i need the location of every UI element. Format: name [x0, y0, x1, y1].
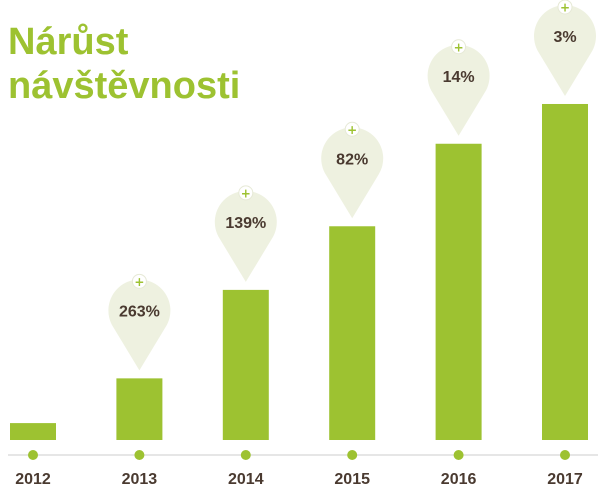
tick-label-2015: 2015 — [334, 471, 370, 488]
growth-label-2016: 14% — [443, 69, 475, 86]
plus-sign-2016: + — [454, 40, 464, 54]
bar-2016 — [435, 143, 482, 441]
growth-bubble-2015 — [321, 127, 384, 219]
growth-bubble-2017 — [534, 5, 597, 96]
plus-sign-2015: + — [347, 123, 357, 137]
bar-2012 — [10, 423, 56, 440]
bar-2014 — [222, 289, 269, 440]
tick-label-2017: 2017 — [547, 471, 583, 488]
growth-bubble-2016 — [427, 44, 490, 136]
axis-dot-2017 — [560, 450, 570, 460]
growth-bubble-2013 — [108, 279, 171, 371]
growth-label-2015: 82% — [336, 151, 368, 168]
axis-dot-2012 — [28, 450, 38, 460]
bar-2017 — [542, 103, 588, 441]
plus-sign-2013: + — [134, 275, 144, 289]
tick-label-2014: 2014 — [228, 471, 264, 488]
chart-title: Nárůst návštěvnosti — [8, 20, 240, 108]
tick-label-2013: 2013 — [122, 471, 158, 488]
plus-badge-2017 — [557, 0, 573, 15]
growth-label-2014: 139% — [225, 215, 266, 232]
plus-badge-2013 — [131, 273, 147, 289]
plus-badge-2014 — [238, 185, 254, 201]
growth-label-2013: 263% — [119, 303, 160, 320]
tick-label-2016: 2016 — [441, 471, 477, 488]
plus-sign-2014: + — [241, 186, 251, 200]
growth-bubble-2014 — [214, 191, 277, 282]
bar-2015 — [329, 226, 376, 440]
axis-dot-2015 — [347, 450, 358, 460]
chart-title-line-2: návštěvnosti — [8, 65, 241, 107]
plus-badge-2015 — [344, 121, 360, 137]
chart-title-line-1: Nárůst — [8, 21, 129, 63]
axis-dot-2013 — [134, 450, 145, 460]
tick-label-2012: 2012 — [15, 471, 51, 488]
axis-dot-2016 — [453, 450, 464, 460]
plus-sign-2017: + — [560, 0, 570, 14]
plus-badge-2016 — [451, 39, 467, 55]
growth-label-2017: 3% — [553, 29, 576, 46]
axis-dot-2014 — [240, 450, 251, 460]
bar-2013 — [116, 378, 163, 440]
